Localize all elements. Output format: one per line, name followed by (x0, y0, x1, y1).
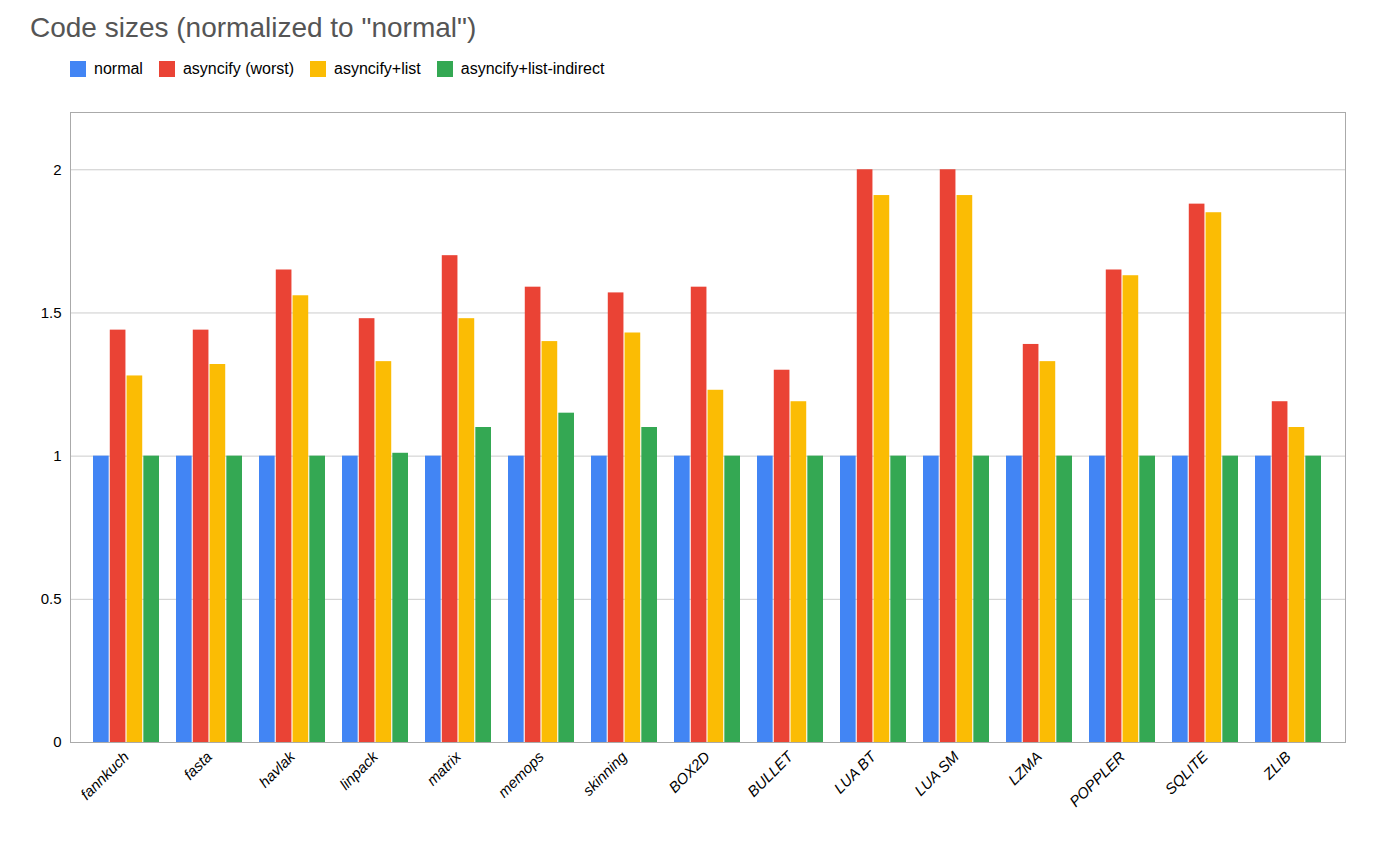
svg-text:SQLITE: SQLITE (1161, 747, 1211, 797)
svg-text:POPPLER: POPPLER (1066, 748, 1128, 810)
svg-text:fannkuch: fannkuch (77, 748, 132, 803)
svg-text:fasta: fasta (180, 748, 215, 783)
svg-text:skinning: skinning (579, 747, 630, 798)
html-text:Code sizes (normalized to "nor: Code sizes (normalized to "normal") (30, 12, 477, 43)
svg-text:LUA BT: LUA BT (830, 747, 880, 797)
svg-text:ZLIB: ZLIB (1259, 748, 1294, 783)
svg-text:LZMA: LZMA (1005, 748, 1045, 788)
svg-text:linpack: linpack (336, 747, 382, 793)
svg-text:0.5: 0.5 (41, 590, 62, 607)
svg-text:BOX2D: BOX2D (665, 748, 713, 796)
svg-text:havlak: havlak (255, 747, 299, 791)
svg-text:1: 1 (53, 447, 61, 464)
html-text:normal: normal (94, 59, 143, 77)
svg-text:BULLET: BULLET (744, 747, 797, 800)
svg-text:matrix: matrix (423, 747, 464, 788)
svg-text:memops: memops (494, 747, 547, 800)
svg-text:2: 2 (53, 161, 61, 178)
html-text:asyncify+list-indirect: asyncify+list-indirect (460, 59, 605, 77)
svg-text:LUA SM: LUA SM (911, 747, 962, 798)
html-text:asyncify+list: asyncify+list (334, 59, 421, 77)
svg-text:0: 0 (53, 733, 61, 750)
svg-text:1.5: 1.5 (41, 304, 62, 321)
html-text:asyncify (worst): asyncify (worst) (182, 59, 294, 77)
